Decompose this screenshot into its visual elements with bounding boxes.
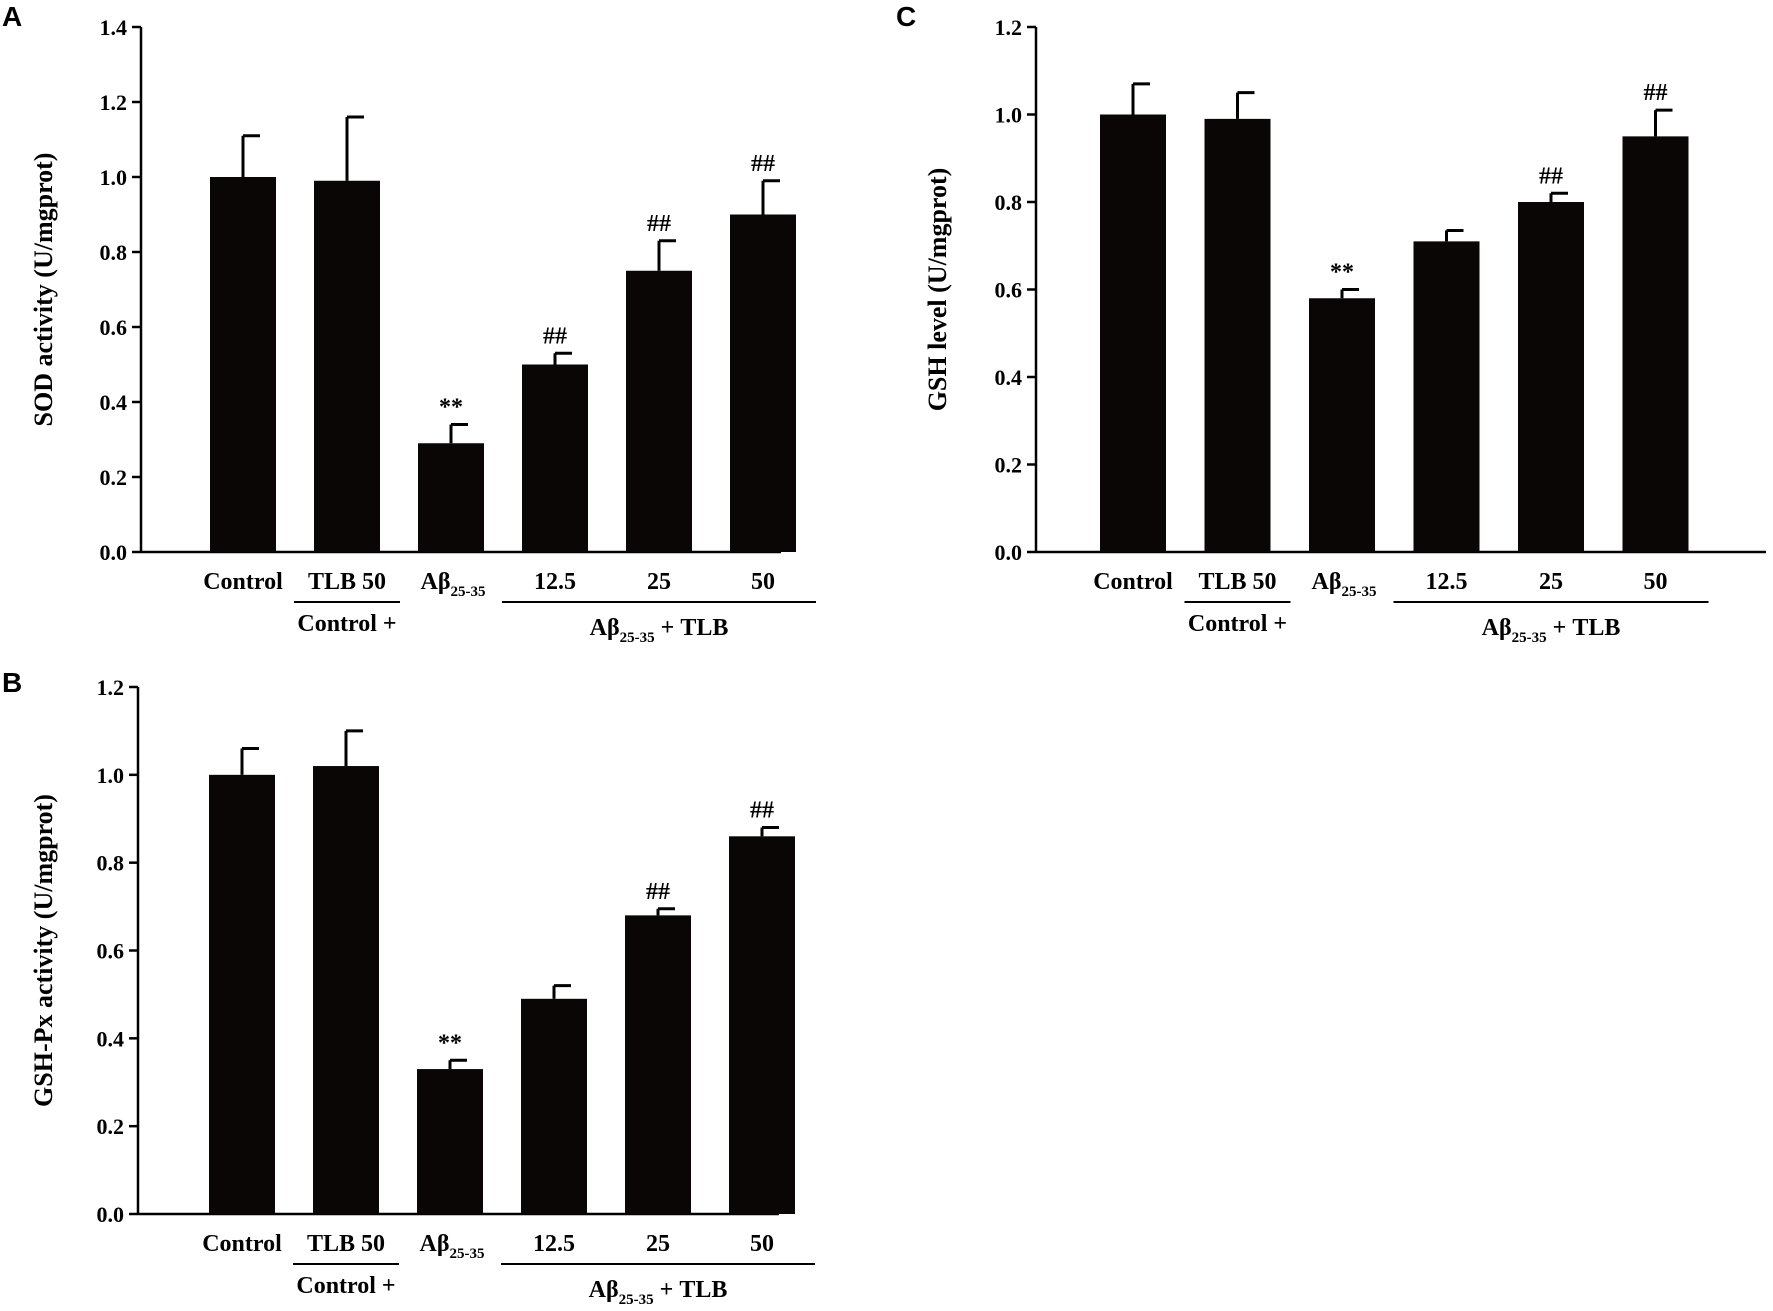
y-axis-label: GSH-Px activity (U/mgprot) <box>29 794 58 1107</box>
bar <box>1100 114 1166 552</box>
y-tick-label: 1.2 <box>995 15 1023 40</box>
bar <box>730 214 796 552</box>
category-label: Aβ25-35 <box>421 569 486 600</box>
y-tick-label: 0.4 <box>100 390 128 415</box>
y-tick-label: 1.2 <box>97 675 125 700</box>
y-tick-label: 0.4 <box>97 1026 125 1051</box>
category-label: TLB 50 <box>1198 569 1276 595</box>
group-label: Control + <box>296 1273 395 1299</box>
bar <box>209 774 275 1214</box>
category-label: 50 <box>1644 569 1668 595</box>
bar <box>626 270 692 552</box>
category-label: Control <box>202 1231 282 1257</box>
group-label: Aβ25-35 + TLB <box>590 615 729 646</box>
panel-a-chart: 0.0 0.2 0.4 0.6 0.8 1.0 1.2 1.4 SOD activity (U/… <box>29 15 816 646</box>
panel-a-letter: A <box>2 1 22 32</box>
y-tick-label: 1.0 <box>995 103 1023 128</box>
y-axis-label: SOD activity (U/mgprot) <box>29 153 58 427</box>
category-label: Aβ25-35 <box>1312 569 1377 600</box>
y-tick-label: 1.4 <box>100 15 128 40</box>
bar <box>522 364 588 552</box>
bar <box>417 1069 483 1214</box>
bar <box>1518 202 1584 552</box>
group-label: Control + <box>297 611 396 637</box>
y-tick-label: 0.6 <box>97 939 125 964</box>
bar <box>210 177 276 552</box>
significance-mark: ## <box>1644 80 1668 106</box>
y-tick-label: 0.6 <box>995 278 1023 303</box>
category-label: Aβ25-35 <box>420 1231 485 1262</box>
y-tick-label: 0.6 <box>100 315 128 340</box>
category-label: 25 <box>1539 569 1563 595</box>
category-label: TLB 50 <box>308 569 386 595</box>
bar <box>1204 118 1271 552</box>
significance-mark: ## <box>751 151 775 177</box>
y-tick-label: 0.8 <box>100 240 128 265</box>
y-tick-label: 1.0 <box>100 165 128 190</box>
significance-mark: ## <box>1539 163 1563 189</box>
y-axis-label: GSH level (U/mgprot) <box>923 168 952 412</box>
bar <box>313 766 379 1214</box>
significance-mark: ## <box>647 211 671 237</box>
bar <box>314 180 380 552</box>
y-tick-label: 0.4 <box>995 365 1023 390</box>
significance-mark: ** <box>1330 260 1354 286</box>
category-label: 50 <box>750 1231 774 1257</box>
y-tick-label: 0.2 <box>97 1114 125 1139</box>
significance-mark: ** <box>439 395 463 421</box>
category-label: 12.5 <box>1426 569 1468 595</box>
bar <box>521 998 587 1214</box>
bar <box>1309 298 1375 552</box>
y-tick-label: 0.0 <box>100 540 128 565</box>
y-tick-label: 0.0 <box>995 540 1023 565</box>
category-label: Control <box>1093 569 1173 595</box>
bar <box>418 443 484 552</box>
category-label: 25 <box>646 1231 670 1257</box>
bar <box>1413 241 1480 552</box>
y-tick-label: 1.0 <box>97 763 125 788</box>
y-tick-label: 0.2 <box>995 453 1023 478</box>
category-label: 12.5 <box>533 1231 575 1257</box>
significance-mark: ## <box>543 323 567 349</box>
y-tick-label: 0.8 <box>995 190 1023 215</box>
significance-mark: ## <box>750 798 774 824</box>
panel-b-chart: 0.0 0.2 0.4 0.6 0.8 1.0 1.2 GSH-Px activity (U/… <box>29 675 815 1308</box>
y-tick-label: 0.0 <box>97 1202 125 1227</box>
category-label: Control <box>203 569 283 595</box>
panel-c-letter: C <box>896 1 916 32</box>
category-label: TLB 50 <box>307 1231 385 1257</box>
category-label: 25 <box>647 569 671 595</box>
y-tick-label: 1.2 <box>100 90 128 115</box>
y-tick-label: 0.2 <box>100 465 128 490</box>
group-label: Control + <box>1188 611 1287 637</box>
significance-mark: ** <box>438 1030 462 1056</box>
panel-b-letter: B <box>2 667 22 698</box>
y-tick-label: 0.8 <box>97 851 125 876</box>
group-label: Aβ25-35 + TLB <box>1482 615 1621 646</box>
panel-c-chart: 0.0 0.2 0.4 0.6 0.8 1.0 1.2 GSH level (U/mgprot… <box>923 15 1766 646</box>
significance-mark: ## <box>646 879 670 905</box>
category-label: 50 <box>751 569 775 595</box>
bar <box>1622 136 1689 552</box>
bar <box>625 915 691 1214</box>
group-label: Aβ25-35 + TLB <box>589 1277 728 1308</box>
bar <box>729 836 795 1214</box>
category-label: 12.5 <box>534 569 576 595</box>
